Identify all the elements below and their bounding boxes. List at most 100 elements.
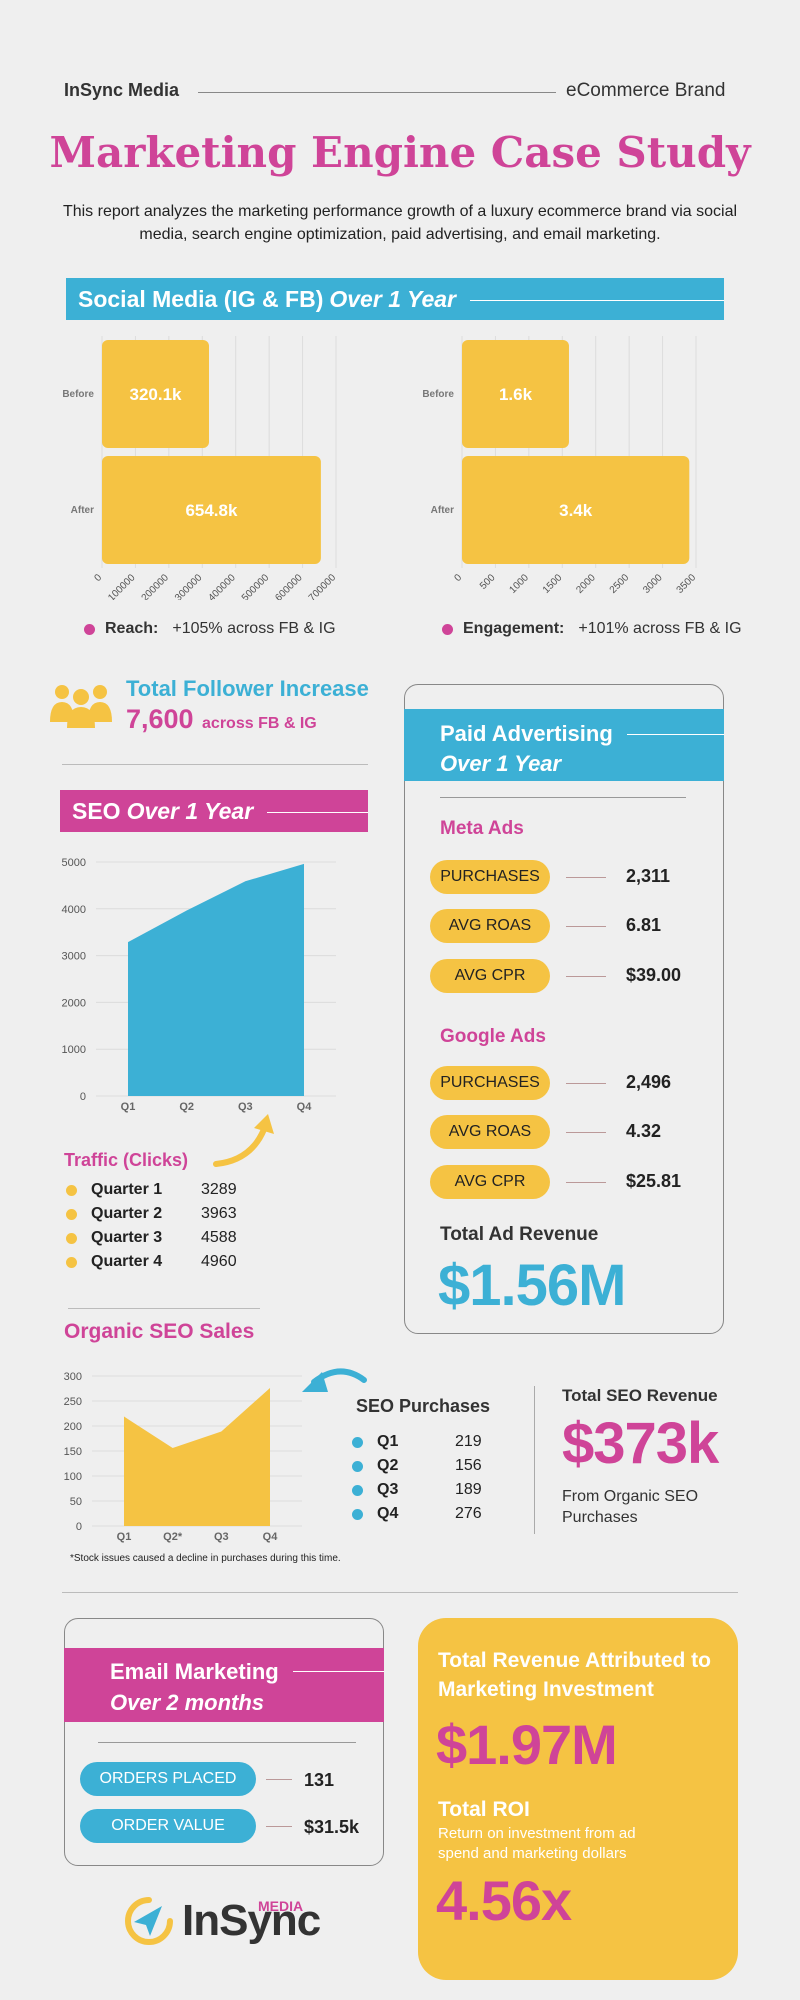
seo-purchases-list: Q1 219 Q2 156 Q3 189 Q4 276	[352, 1430, 482, 1526]
purchase-label: Q1	[377, 1433, 399, 1450]
purchase-value: 276	[455, 1505, 482, 1522]
google-ads-title: Google Ads	[440, 1026, 546, 1047]
banner-line	[267, 811, 368, 813]
dash	[566, 1182, 606, 1183]
engagement-dot	[442, 623, 453, 635]
bar	[102, 340, 210, 448]
meta-ads-title: Meta Ads	[440, 818, 524, 839]
list-dot	[352, 1436, 363, 1448]
divider	[62, 1592, 738, 1593]
seo-title: SEO	[72, 797, 121, 824]
bar	[462, 340, 569, 448]
reach-text: +105% across FB & IG	[172, 620, 336, 637]
followers-title: Total Follower Increase	[126, 676, 369, 701]
x-tick-label: Q2	[179, 1101, 194, 1113]
x-tick-label: 100000	[106, 572, 138, 600]
dash	[266, 1826, 292, 1827]
organic-seo-title: Organic SEO Sales	[64, 1320, 255, 1343]
x-tick-label: 200000	[140, 572, 172, 600]
y-tick-label: 2000	[62, 997, 86, 1009]
data-label: 1.6k	[499, 385, 533, 404]
total-ad-revenue-value: $1.56M	[438, 1253, 626, 1318]
reach-chart-group: 0 100000 200000 300000 400000 500000 600000 700…	[62, 336, 338, 600]
intro-text: This report analyzes the marketing perfo…	[62, 203, 738, 243]
total-ad-revenue-title: Total Ad Revenue	[440, 1224, 599, 1245]
purchase-row: Q4 276	[352, 1502, 482, 1526]
paid-title-italic: Over 1 Year	[440, 751, 562, 776]
seo-revenue-title: Total SEO Revenue	[562, 1386, 718, 1405]
x-tick-label: Q4	[263, 1531, 279, 1543]
curved-arrow-icon	[302, 1368, 367, 1392]
divider	[68, 1308, 260, 1309]
y-tick-label: 4000	[62, 904, 86, 916]
x-tick-label: 500000	[240, 572, 272, 600]
x-tick-label: 400000	[206, 572, 238, 600]
purchase-label: Q3	[377, 1481, 399, 1498]
order-value-pill: ORDER VALUE	[80, 1809, 256, 1843]
header-divider	[198, 92, 556, 93]
area-series	[124, 1388, 270, 1526]
meta-cpr-value: $39.00	[626, 965, 682, 985]
engagement-chart-group: 0 500 1000 1500 2000 2500 3000 3500 Before 1.6k Af…	[422, 336, 698, 596]
y-tick-label: 5000	[62, 857, 86, 869]
google-roas-pill: AVG ROAS	[430, 1115, 550, 1149]
data-label: 654.8k	[185, 501, 238, 520]
divider	[440, 797, 686, 798]
data-label: 320.1k	[130, 385, 183, 404]
list-dot	[66, 1208, 77, 1220]
total-revenue-title: Total Revenue Attributed to Marketing In…	[438, 1649, 711, 1701]
y-tick-label: Before	[62, 389, 94, 400]
traffic-label: Quarter 3	[91, 1229, 163, 1246]
y-tick-label: After	[431, 505, 454, 516]
meta-roas-value: 6.81	[626, 915, 662, 935]
purchase-row: Q2 156	[352, 1454, 482, 1478]
x-tick-label: 1500	[541, 572, 565, 596]
traffic-label: Quarter 1	[91, 1181, 163, 1198]
list-dot	[66, 1232, 77, 1244]
traffic-value: 4960	[201, 1253, 237, 1270]
brand-name: InSync Media	[64, 80, 180, 100]
purchase-label: Q2	[377, 1457, 399, 1474]
seo-chart-group: 0 1000 2000 3000 4000 5000 Q1 Q2 Q3 Q4	[62, 857, 336, 1113]
dash	[566, 926, 606, 927]
x-tick-label: 300000	[173, 572, 205, 600]
meta-roas-pill: AVG ROAS	[430, 909, 550, 943]
email-banner: Email Marketing Over 2 months	[64, 1648, 384, 1722]
bar	[102, 456, 321, 564]
divider	[62, 764, 368, 765]
followers-value: 7,600	[126, 704, 194, 734]
google-cpr-value: $25.81	[626, 1171, 682, 1191]
y-tick-label: 300	[64, 1371, 82, 1383]
y-tick-label: 150	[64, 1446, 82, 1458]
paid-ads-card	[404, 684, 724, 1334]
x-tick-label: Q1	[117, 1531, 132, 1543]
order-value-value: $31.5k	[304, 1817, 360, 1837]
x-tick-label: Q1	[121, 1101, 136, 1113]
dash	[566, 1132, 606, 1133]
orders-placed-value: 131	[304, 1770, 335, 1790]
x-tick-label: Q3	[214, 1531, 229, 1543]
stock-footnote: *Stock issues caused a decline in purcha…	[70, 1553, 341, 1564]
list-dot	[66, 1256, 77, 1268]
list-dot	[66, 1184, 77, 1196]
traffic-row: Quarter 3 4588	[66, 1226, 237, 1250]
email-title: Email Marketing	[110, 1659, 279, 1684]
seo-traffic-chart: 0 1000 2000 3000 4000 5000 Q1 Q2 Q3 Q4	[62, 857, 336, 1113]
x-tick-label: Q3	[238, 1101, 253, 1113]
social-banner: Social Media (IG & FB) Over 1 Year	[66, 278, 724, 320]
y-tick-label: 50	[70, 1496, 82, 1508]
area-series	[128, 863, 304, 1096]
y-tick-label: After	[71, 505, 94, 516]
logo-name: InSync	[182, 1896, 321, 1945]
roi-title: Total ROI	[438, 1798, 530, 1821]
engagement-label: Engagement:	[463, 620, 565, 637]
traffic-label: Quarter 2	[91, 1205, 163, 1222]
x-tick-label: 0	[452, 572, 464, 584]
list-dot	[352, 1460, 363, 1472]
social-title: Social Media (IG & FB)	[78, 285, 324, 312]
purchase-value: 156	[455, 1457, 482, 1474]
banner-line	[469, 299, 724, 301]
meta-cpr-pill: AVG CPR	[430, 959, 550, 993]
data-label: 3.4k	[559, 501, 593, 520]
traffic-row: Quarter 1 3289	[66, 1178, 237, 1202]
